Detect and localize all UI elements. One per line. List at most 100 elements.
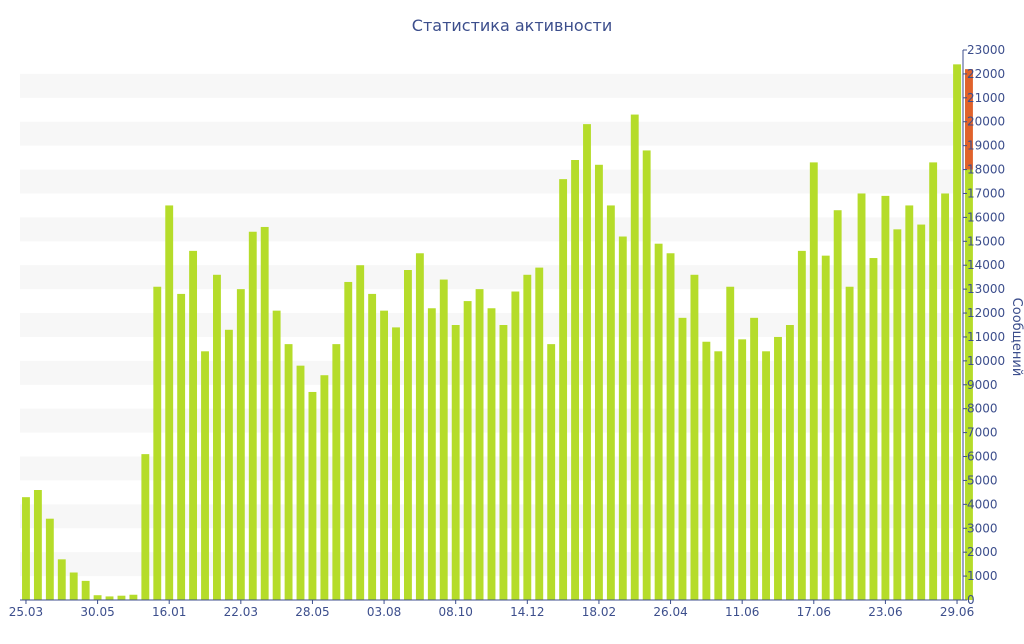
bar xyxy=(606,205,615,600)
bar xyxy=(272,310,281,600)
bar xyxy=(201,351,209,600)
bar xyxy=(535,267,544,600)
y-tick-label: 22000 xyxy=(967,67,1005,81)
bar xyxy=(774,336,782,600)
bar-series xyxy=(22,64,973,601)
bar xyxy=(654,243,663,600)
bar xyxy=(594,164,603,601)
bar xyxy=(69,572,78,600)
y-tick-label: 12000 xyxy=(967,306,1005,320)
bar xyxy=(797,250,806,600)
bar xyxy=(308,391,317,600)
bar xyxy=(702,341,711,600)
bar xyxy=(213,274,221,600)
y-tick-label: 10000 xyxy=(967,354,1005,368)
bar xyxy=(893,229,902,600)
x-tick-label: 28.05 xyxy=(295,605,329,619)
x-tick-label: 17.06 xyxy=(797,605,831,619)
bar xyxy=(666,253,675,600)
bar xyxy=(642,150,651,600)
bar xyxy=(236,289,245,600)
chart-title: Статистика активности xyxy=(412,16,612,35)
x-tick-label: 16.01 xyxy=(152,605,186,619)
y-tick-label: 9000 xyxy=(967,378,998,392)
bar xyxy=(392,327,400,600)
bar xyxy=(941,193,950,600)
bar xyxy=(165,205,174,600)
x-tick-label: 08.10 xyxy=(439,605,473,619)
bar xyxy=(809,162,818,601)
bar xyxy=(404,270,412,600)
bar xyxy=(332,344,341,600)
bar xyxy=(953,64,961,600)
bar xyxy=(320,375,329,600)
y-tick-label: 21000 xyxy=(967,91,1005,105)
y-tick-label: 5000 xyxy=(967,473,998,487)
bar xyxy=(750,317,759,600)
grid-band xyxy=(20,265,963,290)
bar xyxy=(487,308,496,600)
bar xyxy=(105,596,114,600)
grid-band xyxy=(20,73,963,98)
bar xyxy=(929,162,938,601)
bar xyxy=(523,274,532,600)
bar xyxy=(189,250,198,600)
bar xyxy=(690,274,699,600)
y-tick-label: 19000 xyxy=(967,139,1005,153)
bar xyxy=(475,289,484,600)
bar xyxy=(141,454,150,600)
bar xyxy=(177,293,186,600)
bar xyxy=(451,325,460,600)
bar xyxy=(499,325,508,600)
bar xyxy=(571,160,579,600)
bar xyxy=(678,317,687,600)
bar xyxy=(129,594,138,600)
y-tick-label: 1000 xyxy=(967,569,998,583)
bar xyxy=(260,226,269,600)
x-tick-label: 25.03 xyxy=(9,605,43,619)
bar xyxy=(22,497,30,600)
grid-band xyxy=(20,217,963,242)
y-tick-label: 13000 xyxy=(967,282,1005,296)
bar xyxy=(415,253,424,600)
y-tick-label: 8000 xyxy=(967,402,998,416)
y-tick-label: 11000 xyxy=(967,330,1005,344)
grid-band xyxy=(20,121,963,146)
y-tick-label: 3000 xyxy=(967,521,998,535)
y-tick-label: 7000 xyxy=(967,426,998,440)
bar-current-highlight xyxy=(965,69,973,170)
y-tick-label: 0 xyxy=(967,593,975,607)
y-tick-label: 23000 xyxy=(967,43,1005,57)
y-tick-label: 20000 xyxy=(967,115,1005,129)
bar xyxy=(224,329,233,600)
bar xyxy=(583,124,591,600)
bar xyxy=(344,281,353,600)
bar xyxy=(618,236,627,601)
y-tick-label: 17000 xyxy=(967,186,1005,200)
grid-band xyxy=(20,169,963,194)
x-tick-label: 29.06 xyxy=(940,605,974,619)
bar xyxy=(439,279,448,600)
y-tick-label: 18000 xyxy=(967,163,1005,177)
y-tick-label: 2000 xyxy=(967,545,998,559)
bar xyxy=(93,595,102,600)
bar xyxy=(57,559,66,600)
bar xyxy=(881,195,890,600)
bar xyxy=(917,224,926,600)
x-tick-label: 14.12 xyxy=(510,605,544,619)
x-tick-label: 11.06 xyxy=(725,605,759,619)
y-tick-label: 15000 xyxy=(967,234,1005,248)
bar xyxy=(427,308,436,600)
bar xyxy=(81,580,90,600)
bar xyxy=(33,490,42,600)
bar xyxy=(833,210,842,600)
x-tick-label: 18.02 xyxy=(582,605,616,619)
bar xyxy=(248,231,257,600)
bar xyxy=(356,265,365,600)
x-tick-label: 03.08 xyxy=(367,605,401,619)
x-axis: 25.03 30.05 16.01 22.03 28.05 03.08 08.10 14.12… xyxy=(9,599,974,619)
y-tick-label: 16000 xyxy=(967,210,1005,224)
x-tick-label: 23.06 xyxy=(868,605,902,619)
bar xyxy=(630,114,639,600)
